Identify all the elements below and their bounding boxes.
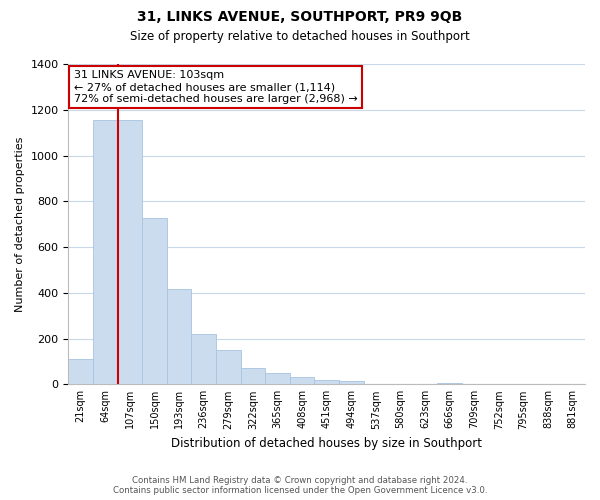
Bar (142, 218, 167, 384)
Text: Size of property relative to detached houses in Southport: Size of property relative to detached ho… (130, 30, 470, 43)
Bar (290, 378, 314, 384)
Bar (68, 359, 93, 384)
Bar (93, 120, 118, 384)
Bar (241, 368, 265, 384)
Bar (167, 288, 191, 384)
Bar (216, 350, 241, 384)
Bar (118, 120, 142, 384)
Bar (265, 373, 290, 384)
Bar (191, 334, 216, 384)
Bar (437, 383, 462, 384)
Text: 31, LINKS AVENUE, SOUTHPORT, PR9 9QB: 31, LINKS AVENUE, SOUTHPORT, PR9 9QB (137, 10, 463, 24)
Text: 31 LINKS AVENUE: 103sqm
← 27% of detached houses are smaller (1,114)
72% of semi: 31 LINKS AVENUE: 103sqm ← 27% of detache… (74, 70, 358, 104)
Bar (339, 382, 364, 384)
Y-axis label: Number of detached properties: Number of detached properties (15, 136, 25, 312)
Bar (314, 380, 339, 384)
X-axis label: Distribution of detached houses by size in Southport: Distribution of detached houses by size … (171, 437, 482, 450)
Text: Contains HM Land Registry data © Crown copyright and database right 2024.
Contai: Contains HM Land Registry data © Crown c… (113, 476, 487, 495)
